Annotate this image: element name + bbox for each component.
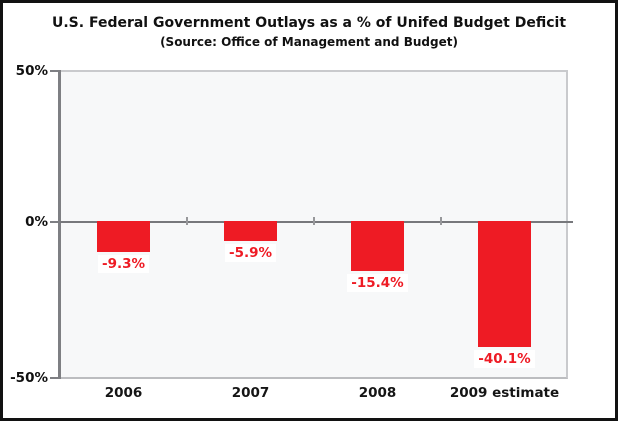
bar-2009-estimate bbox=[478, 221, 531, 347]
bar-value-label: -9.3% bbox=[60, 255, 187, 273]
chart-title: U.S. Federal Government Outlays as a % o… bbox=[51, 15, 567, 31]
bar-value-label: -5.9% bbox=[187, 244, 314, 262]
y-axis-tick bbox=[50, 377, 59, 379]
x-axis-label: 2009 estimate bbox=[449, 385, 560, 401]
x-axis-label: 2007 bbox=[231, 385, 270, 401]
y-axis-label-50: 50% bbox=[15, 63, 48, 79]
bar-2008 bbox=[351, 221, 404, 271]
y-axis-tick bbox=[50, 221, 59, 223]
y-axis-label-m50: -50% bbox=[10, 370, 48, 386]
bar-2007 bbox=[224, 221, 277, 241]
chart-subtitle: (Source: Office of Management and Budget… bbox=[160, 35, 458, 49]
y-axis-line bbox=[58, 70, 61, 379]
x-axis-label: 2008 bbox=[358, 385, 397, 401]
bar-2006 bbox=[97, 221, 150, 252]
zero-baseline bbox=[60, 221, 573, 223]
x-axis-tick bbox=[440, 217, 442, 225]
bar-value-label: -40.1% bbox=[441, 350, 568, 368]
x-axis-label: 2006 bbox=[104, 385, 143, 401]
bar-value-label: -15.4% bbox=[314, 274, 441, 292]
y-axis-label-0: 0% bbox=[25, 214, 48, 230]
x-axis-tick bbox=[313, 217, 315, 225]
y-axis-tick bbox=[50, 70, 59, 72]
x-axis-tick bbox=[186, 217, 188, 225]
